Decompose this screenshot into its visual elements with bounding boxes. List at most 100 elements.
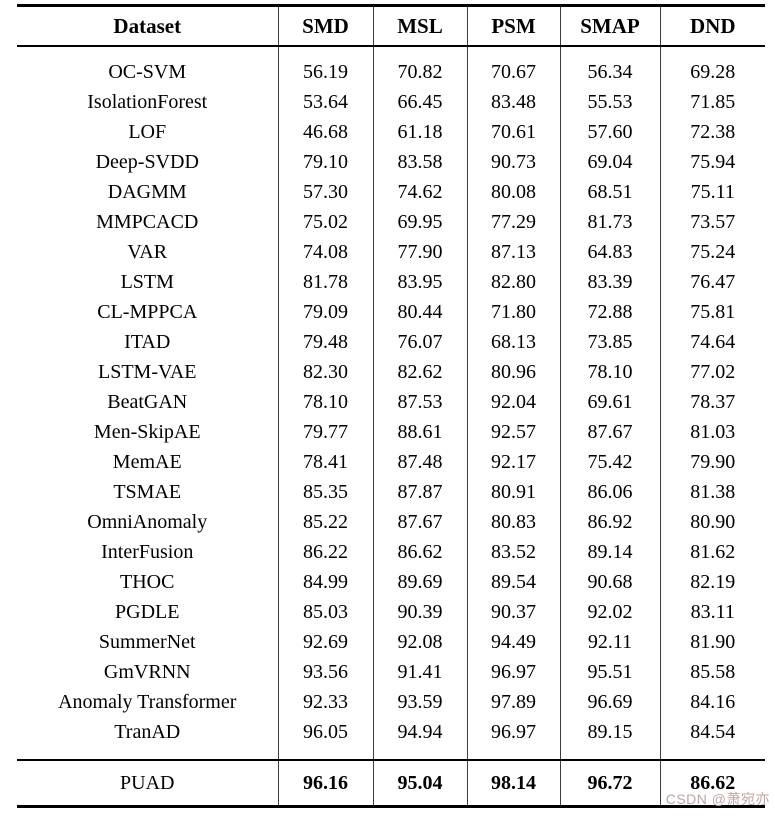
- table-row: LSTM-VAE 82.30 82.62 80.96 78.10 77.02: [17, 357, 765, 387]
- value-cell: 90.73: [466, 147, 560, 177]
- value-cell: 69.28: [659, 46, 765, 87]
- value-cell: 83.48: [466, 87, 560, 117]
- value-cell: 74.64: [659, 327, 765, 357]
- value-cell: 69.04: [559, 147, 660, 177]
- value-cell: 86.92: [559, 507, 660, 537]
- value-cell: 83.52: [466, 537, 560, 567]
- value-cell: 70.61: [466, 117, 560, 147]
- method-cell: TranAD: [114, 721, 181, 743]
- value-cell: 76.47: [659, 267, 765, 297]
- value-cell: 53.64: [277, 87, 373, 117]
- value-cell: 61.18: [372, 117, 467, 147]
- value-cell: 81.90: [659, 627, 765, 657]
- value-cell: 85.03: [277, 597, 373, 627]
- value-cell: 75.94: [659, 147, 765, 177]
- value-cell: 92.11: [559, 627, 660, 657]
- method-cell: LSTM-VAE: [97, 361, 197, 383]
- value-cell: 86.22: [277, 537, 373, 567]
- value-cell: 90.37: [466, 597, 560, 627]
- value-cell: 78.10: [277, 387, 373, 417]
- value-cell: 80.08: [466, 177, 560, 207]
- value-cell: 90.39: [372, 597, 467, 627]
- value-cell: 79.10: [277, 147, 373, 177]
- value-cell: 96.72: [559, 759, 660, 807]
- value-cell: 93.59: [372, 687, 467, 717]
- method-cell: THOC: [120, 571, 175, 593]
- method-cell: PUAD: [17, 759, 278, 807]
- value-cell: 79.77: [277, 417, 373, 447]
- value-cell: 84.99: [277, 567, 373, 597]
- value-cell: 89.15: [559, 717, 660, 760]
- value-cell: 55.53: [559, 87, 660, 117]
- value-cell: 56.34: [559, 46, 660, 87]
- table-row: InterFusion 86.22 86.62 83.52 89.14 81.62: [17, 537, 765, 567]
- table-row: GmVRNN 93.56 91.41 96.97 95.51 85.58: [17, 657, 765, 687]
- col-header-dnd: DND: [659, 5, 765, 47]
- value-cell: 81.62: [659, 537, 765, 567]
- footer-row-puad: PUAD 96.16 95.04 98.14 96.72 86.62: [17, 759, 765, 807]
- value-cell: 76.07: [372, 327, 467, 357]
- value-cell: 92.33: [277, 687, 373, 717]
- value-cell: 95.04: [372, 759, 467, 807]
- value-cell: 82.30: [277, 357, 373, 387]
- method-cell: DAGMM: [107, 181, 187, 203]
- method-cell: OC-SVM: [108, 61, 187, 83]
- value-cell: 90.68: [559, 567, 660, 597]
- value-cell: 80.44: [372, 297, 467, 327]
- value-cell: 68.13: [466, 327, 560, 357]
- value-cell: 83.11: [659, 597, 765, 627]
- table-row: TSMAE 85.35 87.87 80.91 86.06 81.38: [17, 477, 765, 507]
- method-cell: GmVRNN: [103, 661, 191, 683]
- value-cell: 75.24: [659, 237, 765, 267]
- value-cell: 69.61: [559, 387, 660, 417]
- value-cell: 77.02: [659, 357, 765, 387]
- method-cell: ITAD: [124, 331, 171, 353]
- table-row: MMPCACD 75.02 69.95 77.29 81.73 73.57: [17, 207, 765, 237]
- table-row: DAGMM 57.30 74.62 80.08 68.51 75.11: [17, 177, 765, 207]
- value-cell: 74.08: [277, 237, 373, 267]
- table-row: IsolationForest 53.64 66.45 83.48 55.53 71.85: [17, 87, 765, 117]
- table-body: OC-SVM 56.19 70.82 70.67 56.34 69.28 Isolation…: [17, 46, 765, 760]
- value-cell: 92.04: [466, 387, 560, 417]
- value-cell: 80.91: [466, 477, 560, 507]
- value-cell: 83.58: [372, 147, 467, 177]
- value-cell: 82.19: [659, 567, 765, 597]
- table-row: LOF 46.68 61.18 70.61 57.60 72.38: [17, 117, 765, 147]
- value-cell: 74.62: [372, 177, 467, 207]
- value-cell: 46.68: [277, 117, 373, 147]
- value-cell: 70.67: [466, 46, 560, 87]
- value-cell: 79.90: [659, 447, 765, 477]
- table-row: THOC 84.99 89.69 89.54 90.68 82.19: [17, 567, 765, 597]
- value-cell: 94.94: [372, 717, 467, 760]
- value-cell: 88.61: [372, 417, 467, 447]
- table-row: OC-SVM 56.19 70.82 70.67 56.34 69.28: [17, 46, 765, 87]
- method-cell: Anomaly Transformer: [58, 691, 237, 713]
- value-cell: 85.35: [277, 477, 373, 507]
- col-header-psm: PSM: [466, 5, 560, 47]
- value-cell: 57.60: [559, 117, 660, 147]
- table-row: MemAE 78.41 87.48 92.17 75.42 79.90: [17, 447, 765, 477]
- value-cell: 92.02: [559, 597, 660, 627]
- value-cell: 87.87: [372, 477, 467, 507]
- value-cell: 86.62: [372, 537, 467, 567]
- method-cell: Deep-SVDD: [95, 151, 199, 173]
- csdn-watermark: CSDN @萧宛亦: [665, 791, 770, 807]
- method-cell: PGDLE: [115, 601, 180, 623]
- table-row: TranAD 96.05 94.94 96.97 89.15 84.54: [17, 717, 765, 760]
- value-cell: 80.90: [659, 507, 765, 537]
- value-cell: 75.02: [277, 207, 373, 237]
- value-cell: 96.05: [277, 717, 373, 760]
- table-row: Men-SkipAE 79.77 88.61 92.57 87.67 81.03: [17, 417, 765, 447]
- value-cell: 95.51: [559, 657, 660, 687]
- value-cell: 64.83: [559, 237, 660, 267]
- value-cell: 81.78: [277, 267, 373, 297]
- method-cell: MemAE: [112, 451, 182, 473]
- value-cell: 68.51: [559, 177, 660, 207]
- value-cell: 94.49: [466, 627, 560, 657]
- value-cell: 93.56: [277, 657, 373, 687]
- value-cell: 80.83: [466, 507, 560, 537]
- value-cell: 80.96: [466, 357, 560, 387]
- value-cell: 92.57: [466, 417, 560, 447]
- value-cell: 86.06: [559, 477, 660, 507]
- method-cell: SummerNet: [98, 631, 196, 653]
